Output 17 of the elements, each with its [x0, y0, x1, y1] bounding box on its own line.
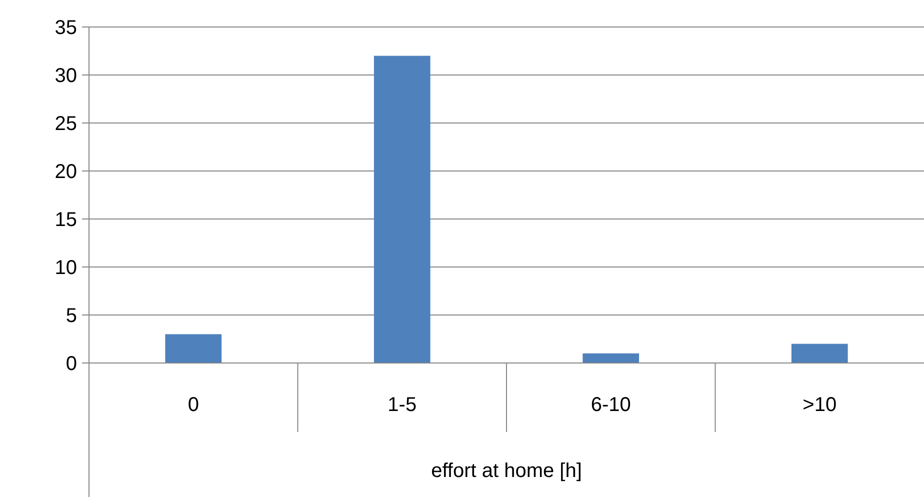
x-tick-label: 1-5 — [388, 394, 417, 416]
bar — [374, 56, 430, 363]
y-tick-label: 20 — [54, 161, 77, 183]
y-tick-label: 10 — [54, 257, 77, 279]
y-tick-label: 35 — [54, 17, 77, 39]
bar — [791, 344, 848, 363]
y-tick-label: 15 — [54, 209, 77, 231]
y-tick-label: 25 — [54, 113, 77, 135]
bar — [582, 353, 640, 363]
x-tick-label: 0 — [188, 394, 199, 416]
x-tick-label: 6-10 — [590, 394, 631, 416]
x-tick-label: >10 — [802, 394, 837, 416]
y-tick-label: 5 — [66, 305, 77, 327]
y-tick-label: 0 — [66, 353, 77, 375]
x-axis-title: effort at home [h] — [431, 460, 582, 482]
bar — [165, 334, 222, 363]
y-tick-label: 30 — [54, 65, 77, 87]
